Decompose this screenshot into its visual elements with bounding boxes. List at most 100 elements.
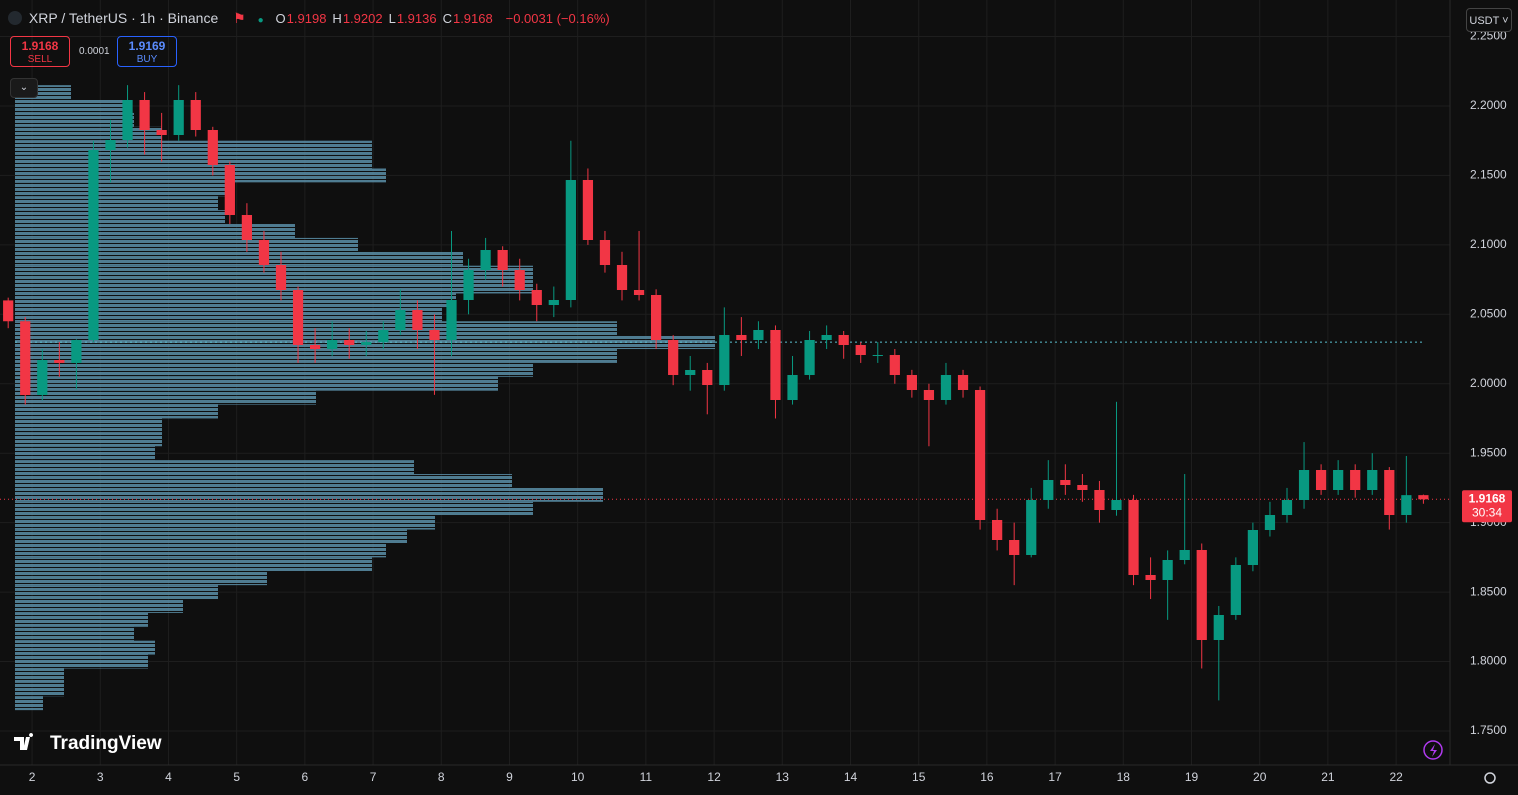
volume-profile-bar <box>15 682 64 697</box>
settings-button[interactable] <box>1484 772 1496 784</box>
buy-button[interactable]: 1.9169 BUY <box>117 36 177 67</box>
candle-body <box>1009 540 1020 555</box>
candle-body <box>1060 480 1071 485</box>
candle-body <box>821 335 832 340</box>
candle-body <box>668 340 679 375</box>
candle-body <box>156 130 167 135</box>
volume-profile-bar <box>15 210 225 225</box>
volume-profile-bar <box>15 487 603 502</box>
candle-body <box>1162 560 1173 580</box>
x-tick-label: 19 <box>1185 770 1199 784</box>
candle-body <box>872 355 883 356</box>
candle-body <box>344 340 355 345</box>
flag[interactable]: ⚑ <box>233 10 246 26</box>
candle-body <box>1077 485 1088 490</box>
tradingview-logo: TradingView <box>14 733 162 754</box>
ohlc: O1.9198 H1.9202 L1.9136 C1.9168 <box>276 11 499 26</box>
x-tick-label: 8 <box>438 770 445 784</box>
candle-body <box>531 290 542 305</box>
ohlc-value: 1.9202 <box>342 11 383 26</box>
sell-price: 1.9168 <box>21 39 59 53</box>
currency: USDT <box>1469 15 1500 27</box>
volume-profile-bar <box>15 446 155 461</box>
candle-body <box>446 300 457 340</box>
y-tick-label: 2.0000 <box>1470 376 1507 390</box>
volume-profile-bar <box>15 168 386 183</box>
volume-profile-bar <box>15 599 183 613</box>
candle-body <box>1043 480 1054 500</box>
ohlc-value: 1.9136 <box>396 11 437 26</box>
candle-body <box>122 100 133 140</box>
candle-body <box>650 295 662 340</box>
candle-body <box>258 240 270 265</box>
volume-profile-bar <box>15 668 64 683</box>
volume-profile-bar <box>15 612 148 627</box>
brand: TradingView <box>50 733 162 754</box>
candle-body <box>514 270 525 290</box>
candle-body <box>1333 470 1344 490</box>
ohlc-label: L <box>388 11 396 26</box>
volume-profile-bar <box>15 418 162 433</box>
candle-body <box>207 130 218 165</box>
volume-profile-bar <box>15 515 435 530</box>
sell-button[interactable]: 1.9168 SELL <box>10 36 70 67</box>
change: −0.0031 (−0.16%) <box>505 11 610 26</box>
candle-body <box>582 180 594 240</box>
x-tick-label: 3 <box>97 770 104 784</box>
candle-body <box>71 340 82 363</box>
candle-body <box>1094 490 1105 510</box>
volume-profile-bar <box>15 654 148 669</box>
volume-profile-bar <box>15 279 533 294</box>
candle-body <box>599 240 611 265</box>
candle-body <box>480 250 491 270</box>
ohlc-value: 1.9198 <box>286 11 327 26</box>
candle-body <box>957 375 969 390</box>
lightning-button[interactable] <box>1423 740 1443 760</box>
candle-body <box>497 250 508 270</box>
x-tick-label: 21 <box>1321 770 1335 784</box>
candle-body <box>105 140 116 150</box>
volume-profile-bar <box>15 196 218 211</box>
candle-body <box>770 330 781 400</box>
y-tick-label: 1.8000 <box>1470 654 1507 668</box>
candle-body <box>292 290 304 345</box>
volume-profile-bar <box>15 432 162 447</box>
candle-body <box>139 100 150 130</box>
volume-profile-bar <box>15 224 295 238</box>
candle-body <box>719 335 730 385</box>
volume-profile-bar <box>15 626 134 641</box>
candle-body <box>838 335 849 345</box>
candle-body <box>224 165 235 215</box>
candle-body <box>20 321 31 395</box>
volume-profile-bar <box>15 265 533 280</box>
ohlc-label: H <box>332 11 342 26</box>
volume-profile-bar <box>15 501 533 516</box>
volume-profile-bar <box>15 640 155 655</box>
volume-profile-bar <box>15 460 414 475</box>
currency-button[interactable]: USDT ˅ <box>1466 8 1512 32</box>
x-tick-label: 2 <box>29 770 36 784</box>
candle-body <box>275 265 287 290</box>
volume-profile-bar <box>15 571 267 586</box>
symbol-header: XRP / TetherUS · 1h · Binance ⚑ ● O1.919… <box>8 10 613 27</box>
candle-body <box>889 355 900 375</box>
candle-body <box>327 340 338 350</box>
x-tick-label: 15 <box>912 770 926 784</box>
x-tick-label: 17 <box>1048 770 1062 784</box>
candle-body <box>1213 615 1224 640</box>
collapse-button[interactable]: ⌄ <box>10 78 38 98</box>
candle-body <box>37 360 48 395</box>
y-tick-label: 2.1500 <box>1470 168 1507 182</box>
x-tick-label: 13 <box>776 770 790 784</box>
y-tick-label: 2.2500 <box>1470 29 1507 43</box>
candle-body <box>1281 500 1293 515</box>
volume-profile-bar <box>15 293 456 308</box>
x-tick-label: 10 <box>571 770 585 784</box>
x-tick-label: 4 <box>165 770 172 784</box>
volume-profile-bar <box>15 154 372 169</box>
sell-label: SELL <box>27 54 53 65</box>
status-dot: ● <box>257 15 264 26</box>
candle-body <box>1350 470 1361 490</box>
candle-body <box>378 330 389 343</box>
